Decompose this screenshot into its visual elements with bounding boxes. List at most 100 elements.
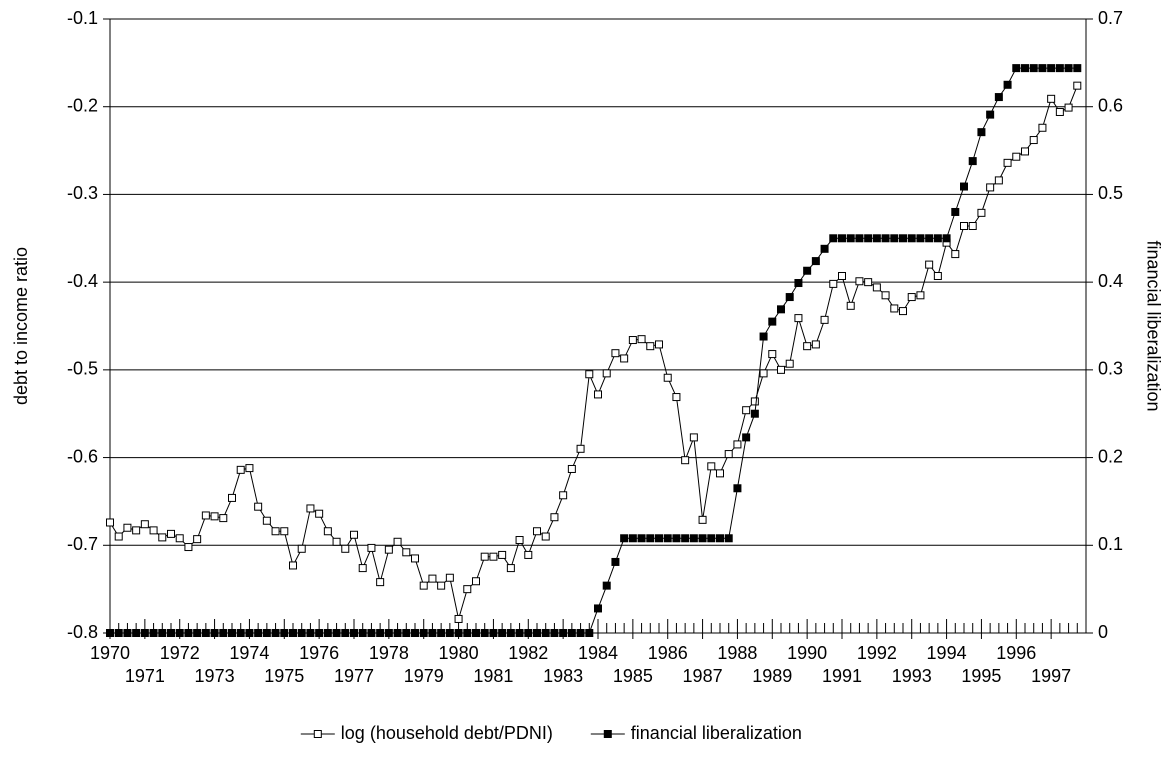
x-tick-label: 1984 <box>578 643 618 663</box>
point-marker <box>777 305 785 314</box>
point-marker <box>968 157 977 166</box>
point-marker <box>1047 94 1056 103</box>
point-marker <box>315 629 324 637</box>
point-marker <box>890 234 899 243</box>
point-marker <box>716 469 724 478</box>
point-marker <box>297 544 306 553</box>
point-marker <box>899 234 907 243</box>
x-tick-label: 1992 <box>857 643 897 663</box>
y-tick-label: -0.5 <box>67 359 98 379</box>
point-marker <box>1064 64 1073 73</box>
point-marker <box>855 234 864 243</box>
point-marker <box>106 629 114 637</box>
x-tick-label: 1983 <box>543 666 583 686</box>
point-marker <box>201 511 210 520</box>
point-marker <box>236 465 245 474</box>
x-tick-label: 1970 <box>90 643 130 663</box>
x-tick-label: 1997 <box>1031 666 1071 686</box>
point-marker <box>167 529 175 538</box>
point-marker <box>811 257 820 266</box>
point-marker <box>419 629 428 637</box>
point-marker <box>733 484 742 493</box>
point-marker <box>803 266 812 275</box>
point-marker <box>550 629 559 637</box>
y2-tick-label: 0.4 <box>1098 271 1123 291</box>
point-marker <box>393 537 402 546</box>
point-marker <box>585 370 594 379</box>
point-marker <box>114 532 123 541</box>
point-marker <box>140 520 149 529</box>
point-marker <box>663 534 672 543</box>
point-marker <box>367 543 376 552</box>
point-marker <box>1073 64 1082 73</box>
point-marker <box>724 534 733 543</box>
point-marker <box>323 629 332 637</box>
point-marker <box>768 317 777 326</box>
x-tick-label: 1981 <box>473 666 513 686</box>
point-marker <box>689 534 698 543</box>
point-marker <box>228 629 236 637</box>
point-marker <box>393 629 402 637</box>
point-marker <box>977 208 986 217</box>
point-marker <box>907 234 916 243</box>
point-marker <box>480 629 489 637</box>
point-marker <box>872 283 881 292</box>
point-marker <box>951 250 960 259</box>
point-marker <box>1064 103 1073 112</box>
point-marker <box>864 234 873 243</box>
point-marker <box>350 629 358 637</box>
point-marker <box>759 369 768 378</box>
point-marker <box>768 350 777 359</box>
point-marker <box>454 629 463 637</box>
point-marker <box>655 340 663 349</box>
point-marker <box>184 543 193 552</box>
point-marker <box>106 518 114 527</box>
point-marker <box>428 629 437 637</box>
point-marker <box>916 234 925 243</box>
point-marker <box>524 629 533 637</box>
y2-axis-label: financial liberalization <box>1143 240 1163 411</box>
point-marker <box>541 532 550 541</box>
point-marker <box>489 552 498 561</box>
point-marker <box>262 516 271 525</box>
x-tick-label: 1977 <box>334 666 374 686</box>
point-marker <box>280 527 289 536</box>
point-marker <box>724 450 733 459</box>
point-marker <box>628 534 637 543</box>
point-marker <box>785 359 794 368</box>
point-marker <box>350 530 358 539</box>
point-marker <box>315 509 324 518</box>
point-marker <box>1012 152 1021 161</box>
legend-marker <box>603 730 612 738</box>
point-marker <box>463 629 472 637</box>
point-marker <box>245 629 254 637</box>
point-marker <box>210 629 219 637</box>
point-marker <box>515 536 524 545</box>
point-marker <box>742 433 751 442</box>
point-marker <box>620 354 629 363</box>
point-marker <box>419 581 428 590</box>
point-marker <box>175 534 184 543</box>
point-marker <box>1012 64 1021 73</box>
x-tick-label: 1994 <box>927 643 967 663</box>
point-marker <box>489 629 498 637</box>
point-marker <box>994 93 1003 102</box>
point-marker <box>1029 64 1038 73</box>
point-marker <box>646 534 655 543</box>
point-marker <box>245 464 254 473</box>
x-tick-label: 1974 <box>229 643 269 663</box>
point-marker <box>742 406 751 415</box>
point-marker <box>672 393 681 402</box>
point-marker <box>890 304 899 313</box>
point-marker <box>759 332 768 341</box>
point-marker <box>663 373 672 382</box>
point-marker <box>925 234 934 243</box>
y-tick-label: -0.3 <box>67 183 98 203</box>
point-marker <box>262 629 271 637</box>
x-tick-label: 1972 <box>160 643 200 663</box>
point-marker <box>881 291 890 300</box>
point-marker <box>733 440 742 449</box>
point-marker <box>332 537 341 546</box>
y2-tick-label: 0.2 <box>1098 446 1123 466</box>
point-marker <box>323 527 332 536</box>
